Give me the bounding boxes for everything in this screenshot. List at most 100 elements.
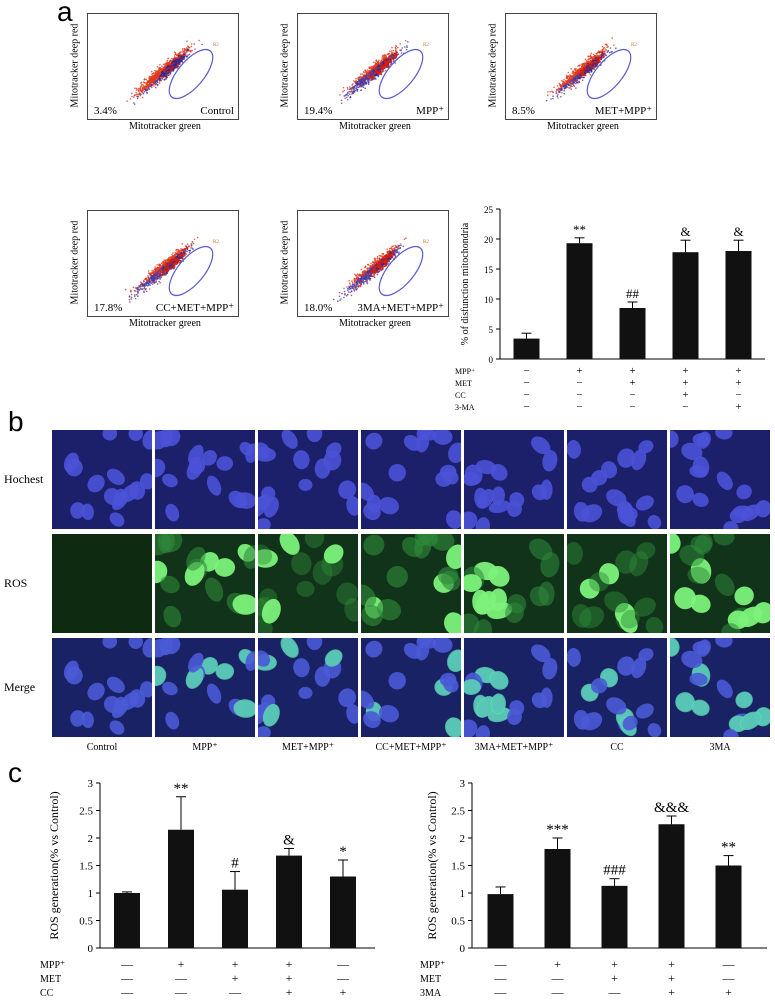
microscopy-cell [670, 430, 770, 529]
significance-label: &&& [654, 800, 689, 816]
treatment-sign: + [668, 957, 675, 971]
treatment-sign: — [608, 985, 622, 999]
y-tick-label: 0 [88, 943, 94, 955]
gate-label: R2 [631, 43, 637, 48]
treatment-sign: — [336, 971, 350, 985]
treatment-sign: − [735, 389, 741, 401]
significance-label: ** [174, 781, 189, 797]
treatment-sign: + [576, 365, 582, 377]
y-axis-label: ROS generation(% vs Control) [47, 791, 61, 939]
treatment-sign: + [286, 957, 293, 971]
panel-c-letter: c [8, 757, 22, 788]
significance-label: ### [603, 863, 626, 879]
flow-percentage: 19.4% [304, 105, 333, 117]
bar [658, 824, 685, 948]
flow-percentage: 17.8% [94, 302, 123, 314]
treatment-sign: − [576, 377, 582, 389]
y-tick-label: 0.5 [79, 916, 93, 928]
y-tick-label: 2.5 [79, 806, 93, 818]
y-tick-label: 15 [484, 265, 494, 275]
microscopy-column-label: 3MA+MET+MPP⁺ [474, 742, 554, 753]
treatment-sign: + [554, 957, 561, 971]
bar [544, 849, 571, 948]
treatment-row-label: 3MA [420, 988, 442, 999]
treatment-sign: − [682, 401, 688, 413]
flow-condition-label: MPP⁺ [416, 105, 444, 117]
microscopy-cell [670, 534, 770, 633]
treatment-sign: — [120, 971, 134, 985]
treatment-sign: + [725, 985, 732, 999]
microscopy-grid [52, 430, 772, 737]
y-tick-label: 25 [484, 205, 494, 215]
y-tick-label: 0 [489, 355, 494, 365]
panel-b-letter: b [8, 406, 24, 437]
flow-condition-label: 3MA+MET+MPP⁺ [357, 302, 444, 314]
treatment-sign: + [232, 971, 239, 985]
flow-plot: R2 17.8% CC+MET+MPP⁺ [87, 210, 239, 317]
treatment-sign: + [340, 985, 347, 999]
significance-label: # [231, 856, 239, 872]
treatment-row-label: MET [420, 974, 441, 985]
microscopy-column-label: MET+MPP⁺ [281, 742, 335, 753]
flow-plot: R2 8.5% MET+MPP⁺ [505, 13, 657, 120]
flow-xlabel: Mitotracker green [339, 318, 411, 329]
microscopy-cell [155, 430, 255, 529]
flow-ylabel: Mitotracker deep red [69, 220, 81, 305]
treatment-sign: — [174, 985, 188, 999]
microscopy-column-label: Control [86, 742, 118, 753]
treatment-sign: + [682, 389, 688, 401]
y-tick-label: 3 [88, 778, 94, 790]
bar [725, 251, 752, 359]
significance-label: & [733, 224, 743, 239]
microscopy-cell [361, 430, 461, 529]
significance-label: *** [546, 822, 569, 838]
treatment-sign: — [120, 957, 134, 971]
bar [566, 243, 593, 359]
microscopy-cell [567, 638, 667, 737]
microscopy-cell [52, 534, 152, 633]
y-tick-label: 20 [484, 235, 494, 245]
treatment-row-label: CC [455, 391, 466, 400]
flow-ylabel: Mitotracker deep red [487, 23, 499, 108]
ros-cc-bar-chart: 0 0.5 1 1.5 2 2.5 3 ROS generation(% vs Control… [40, 778, 375, 999]
gate-label: R2 [213, 43, 219, 48]
treatment-sign: + [232, 957, 239, 971]
bar [672, 252, 699, 359]
treatment-row-label: MPP⁺ [40, 960, 65, 971]
bar [619, 308, 646, 359]
treatment-row-label: 3-MA [455, 403, 475, 412]
microscopy-cell [567, 430, 667, 529]
significance-label: & [680, 224, 690, 239]
treatment-sign: — [551, 985, 565, 999]
bar [715, 865, 742, 948]
bar [114, 893, 140, 948]
treatment-sign: — [722, 971, 736, 985]
flow-ylabel: Mitotracker deep red [69, 23, 81, 108]
treatment-row-label: MET [40, 974, 61, 985]
microscopy-column-label: CC+MET+MPP⁺ [375, 742, 447, 753]
treatment-sign: − [629, 401, 635, 413]
gate-label: R2 [213, 240, 219, 245]
treatment-sign: — [494, 985, 508, 999]
scale-bar [56, 633, 72, 635]
ros-3ma-bar-chart: 0 0.5 1 1.5 2 2.5 3 ROS generation(% vs Control… [420, 778, 767, 999]
treatment-sign: − [523, 377, 529, 389]
significance-label: ** [573, 222, 586, 237]
treatment-sign: — [722, 957, 736, 971]
treatment-sign: + [735, 377, 741, 389]
gate-label: R2 [423, 43, 429, 48]
y-tick-label: 1 [460, 888, 466, 900]
flow-plot: R2 18.0% 3MA+MET+MPP⁺ [297, 210, 449, 317]
microscopy-column-label: MPP⁺ [192, 742, 218, 753]
y-tick-label: 5 [489, 325, 494, 335]
microscopy-cell [258, 638, 358, 737]
flow-condition-label: CC+MET+MPP⁺ [155, 302, 234, 314]
microscopy-row-label: Hochest [4, 472, 44, 486]
treatment-sign: + [178, 957, 185, 971]
treatment-sign: + [735, 401, 741, 413]
treatment-sign: + [629, 377, 635, 389]
bar [330, 876, 356, 948]
treatment-sign: — [551, 971, 565, 985]
significance-label: & [283, 832, 295, 848]
bar [601, 885, 628, 948]
